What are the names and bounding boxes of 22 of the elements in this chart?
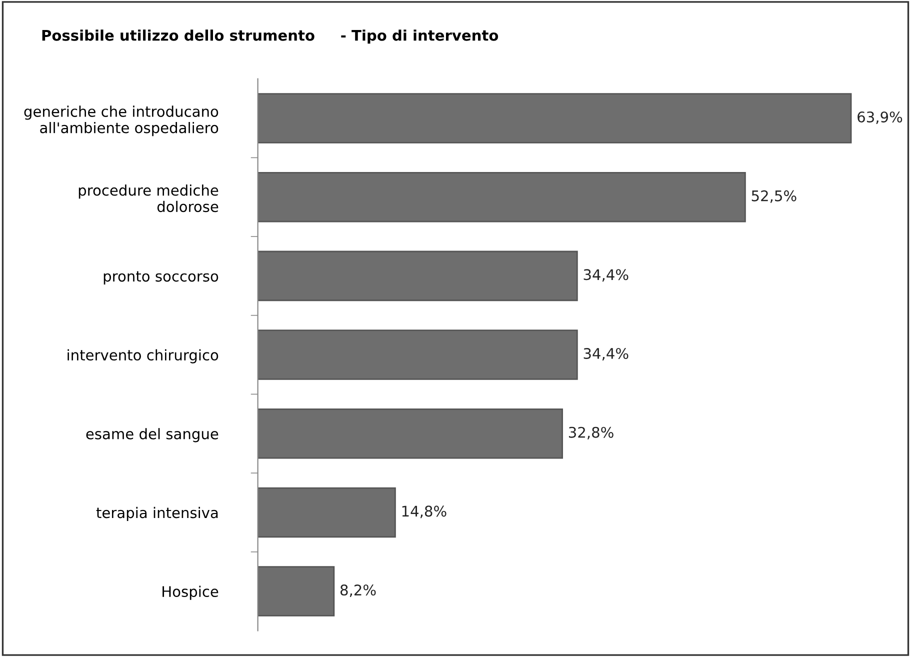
y-tick-label: pronto soccorso [104,271,218,285]
y-tick-label: procedure mediche dolorose [78,184,218,212]
data-label: 34,4% [584,348,628,360]
bar [258,172,746,222]
data-label: 14,8% [402,506,446,518]
data-label: 63,9% [858,111,902,124]
chart-title: Possibile utilizzo dello strumento - Tipo di intervento [42,30,498,44]
y-tick-label: intervento chirurgico [68,349,218,364]
data-label: 34,4% [584,269,628,282]
bar [258,330,578,380]
data-label: 8,2% [340,584,376,598]
data-label: 32,8% [568,426,614,440]
bar [258,487,396,538]
bar [258,408,564,459]
y-tick-label: Hospice [162,586,218,600]
y-tick-label: esame del sangue [86,428,218,442]
data-label: 52,5% [752,190,796,203]
bar [258,566,335,616]
y-tick-label: generiche che introducano all'ambiente ospedaliero [24,106,218,136]
y-tick-label: terapia intensiva [96,506,218,522]
bar [258,93,852,144]
bar [258,250,578,302]
